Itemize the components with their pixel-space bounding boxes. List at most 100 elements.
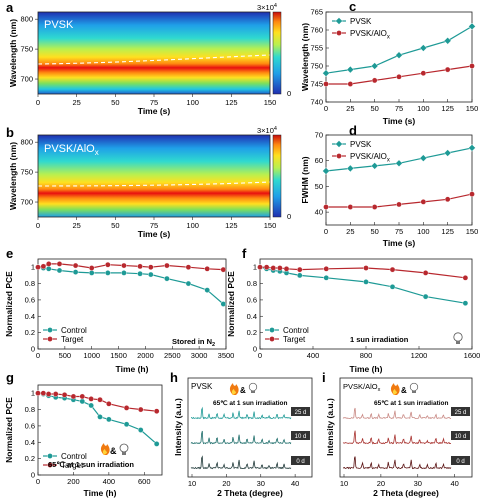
xtick-label: 0 bbox=[258, 351, 262, 360]
xtick-label: 10 bbox=[340, 479, 348, 488]
annotation-g: 65℃ at 1 sun irradiation bbox=[48, 460, 134, 469]
xtick-label: 800 bbox=[360, 351, 373, 360]
legend-marker bbox=[335, 140, 343, 148]
tag-b: PVSK/AlOx bbox=[44, 143, 99, 157]
data-point bbox=[204, 266, 210, 272]
bulb-icon-f bbox=[453, 332, 463, 344]
panel-letter-i: i bbox=[322, 370, 326, 385]
data-point bbox=[371, 204, 378, 210]
xtick-label: 75 bbox=[150, 98, 158, 107]
legend-label: Target bbox=[61, 461, 84, 470]
panel-letter-d: d bbox=[349, 123, 357, 138]
xtick-label: 40 bbox=[291, 479, 299, 488]
chart-c: 0 25 50 75 100 125 150 740 745 750 755 760 765 Time (… bbox=[300, 8, 478, 127]
data-point bbox=[462, 300, 469, 306]
xtick-label: 20 bbox=[377, 479, 385, 488]
legend-marker bbox=[47, 327, 53, 333]
ylabel-h: Intensity (a.u.) bbox=[173, 398, 183, 456]
ytick-label: 765 bbox=[310, 8, 323, 17]
legend-marker bbox=[269, 327, 275, 333]
colorbar-b bbox=[272, 134, 282, 218]
data-point bbox=[469, 191, 475, 197]
data-point bbox=[185, 264, 192, 270]
data-point bbox=[323, 81, 329, 87]
tag-h: PVSK bbox=[191, 382, 213, 391]
cbar-min-b: 0 bbox=[287, 212, 291, 221]
plot-frame bbox=[325, 134, 473, 226]
ytick-label: 0.8 bbox=[247, 279, 257, 288]
data-point bbox=[52, 391, 59, 397]
xrd-trace-i-0d bbox=[342, 456, 452, 470]
data-point bbox=[257, 264, 263, 270]
flame-icon-h bbox=[229, 383, 239, 395]
xtick-label: 75 bbox=[395, 104, 403, 113]
data-point bbox=[56, 267, 63, 274]
ytick-label: 750 bbox=[20, 168, 33, 177]
svg-text:0 d: 0 d bbox=[456, 459, 464, 465]
data-point bbox=[121, 262, 127, 269]
legend-label: PVSK bbox=[350, 17, 372, 26]
condition-h: 65℃ at 1 sun irradiation bbox=[213, 399, 288, 407]
xtick-label: 25 bbox=[72, 221, 80, 230]
data-point bbox=[123, 405, 130, 411]
legend-marker bbox=[47, 462, 53, 468]
svg-text:10 d: 10 d bbox=[295, 434, 307, 440]
chart-e: 0 500 1000 1500 2000 2500 3000 3500 0 0.2 0.4 0.6 0.… bbox=[4, 258, 235, 374]
data-point bbox=[185, 280, 192, 287]
xtick-label: 3500 bbox=[218, 351, 235, 360]
data-point bbox=[419, 44, 428, 52]
ytick-label: 0.2 bbox=[247, 328, 257, 337]
xtick-label: 0 bbox=[36, 98, 40, 107]
ylabel-i: Intensity (a.u.) bbox=[325, 398, 335, 456]
xtick-label: 400 bbox=[307, 351, 320, 360]
panel-letter-b: b bbox=[6, 125, 14, 140]
data-point bbox=[35, 264, 41, 270]
cbar-max-a: 3×104 bbox=[257, 3, 277, 12]
xlabel-i: 2 Theta (degree) bbox=[373, 488, 439, 498]
data-point bbox=[422, 270, 429, 276]
xtick-label: 10 bbox=[188, 479, 196, 488]
data-point bbox=[97, 414, 103, 420]
ylabel: Normalized PCE bbox=[4, 271, 14, 337]
xticks-a: 0 25 50 75 100 125 150 bbox=[36, 94, 276, 107]
data-point bbox=[45, 391, 52, 397]
data-point bbox=[61, 392, 68, 398]
data-point bbox=[443, 37, 452, 45]
panel-letter-a: a bbox=[6, 0, 14, 15]
ytick-label: 750 bbox=[310, 62, 323, 71]
ytick-label: 0.4 bbox=[25, 312, 35, 321]
panel-letter-f: f bbox=[242, 246, 247, 261]
data-point bbox=[56, 261, 63, 267]
annotation-f: 1 sun irradiation bbox=[350, 335, 409, 344]
xlabel-a: Time (s) bbox=[138, 106, 171, 116]
xtick-label: 2000 bbox=[137, 351, 154, 360]
data-point bbox=[370, 62, 379, 70]
xtick-label: 100 bbox=[186, 221, 199, 230]
data-point bbox=[395, 51, 403, 59]
ytick-label: 0.4 bbox=[247, 312, 257, 321]
svg-text:0 d: 0 d bbox=[296, 459, 304, 465]
xtick-label: 100 bbox=[186, 98, 199, 107]
ytick-label: 700 bbox=[20, 198, 33, 207]
xtick-label: 2500 bbox=[164, 351, 181, 360]
data-point bbox=[88, 402, 94, 409]
data-point bbox=[371, 77, 378, 84]
amp-h: & bbox=[240, 386, 246, 395]
ytick-label: 0.2 bbox=[25, 454, 35, 463]
xtick-label: 3000 bbox=[191, 351, 208, 360]
cbar-max-b: 3×104 bbox=[257, 126, 277, 135]
series-line-target bbox=[260, 266, 466, 279]
chart-f: 0 400 800 1200 1600 0 0.2 0.4 0.6 0.8 1 Time (h) Nor… bbox=[226, 258, 480, 374]
data-point bbox=[346, 65, 355, 74]
data-point bbox=[346, 164, 355, 173]
xlabel: Time (h) bbox=[116, 364, 149, 374]
ytick-label: 760 bbox=[310, 26, 323, 35]
data-point bbox=[220, 266, 227, 273]
xtick-label: 1200 bbox=[411, 351, 428, 360]
data-point bbox=[468, 144, 476, 152]
data-point bbox=[370, 162, 379, 170]
ytick-label: 755 bbox=[310, 44, 323, 53]
ylabel: Wavelength (nm) bbox=[300, 23, 310, 91]
ytick-label: 0.4 bbox=[25, 438, 35, 447]
data-point bbox=[462, 275, 469, 281]
